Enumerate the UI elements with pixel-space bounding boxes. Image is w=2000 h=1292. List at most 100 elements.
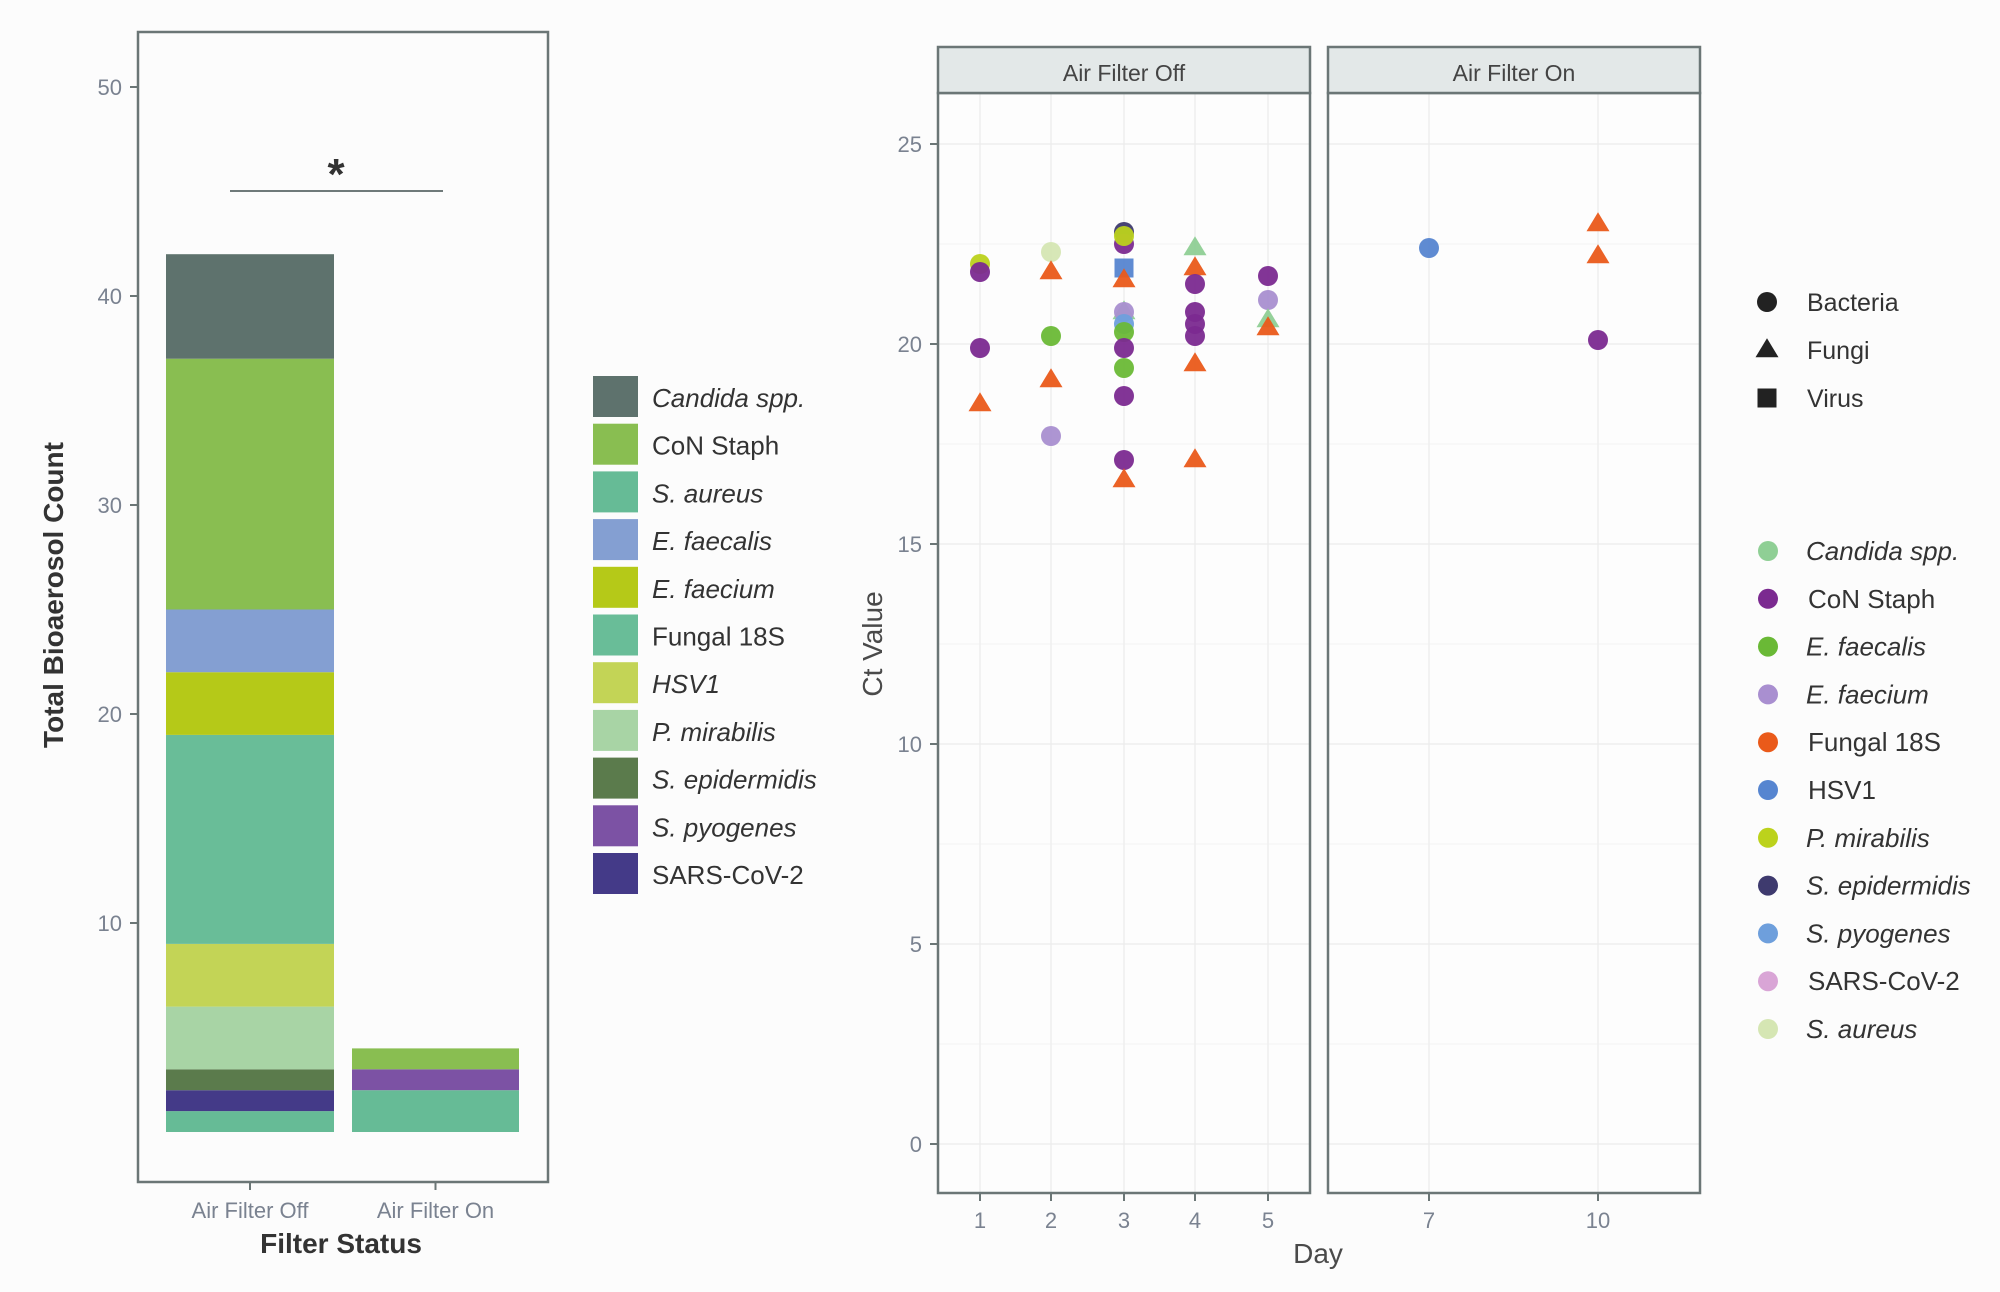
shape-legend-label: Bacteria — [1807, 289, 1899, 317]
bar-legend-label: CoN Staph — [652, 431, 779, 461]
data-point — [1114, 386, 1134, 406]
data-point — [968, 392, 992, 412]
data-point — [1041, 426, 1061, 446]
data-point — [1041, 326, 1061, 346]
bar-segment — [352, 1069, 519, 1091]
data-point — [970, 262, 990, 282]
bar-segment — [166, 1069, 334, 1091]
bar-segment — [166, 672, 334, 735]
bar-x-axis-title: Filter Status — [260, 1228, 422, 1259]
scatter-y-tick-label: 5 — [910, 932, 922, 957]
bar-y-tick-label: 30 — [98, 493, 122, 518]
scatter-points — [968, 212, 1610, 488]
color-legend-label: SARS-CoV-2 — [1808, 966, 1960, 996]
facet-background — [1328, 93, 1700, 1193]
scatter-x-tick-label: 3 — [1118, 1208, 1130, 1233]
bar-segment — [166, 943, 334, 1007]
bar-y-tick-label: 10 — [98, 911, 122, 936]
bar-segment — [352, 1090, 519, 1132]
bar-segment — [166, 254, 334, 359]
scatter-y-tick-label: 10 — [898, 732, 922, 757]
bar-legend-swatch — [593, 566, 638, 608]
shape-legend-label: Fungi — [1807, 337, 1870, 365]
scatter-x-tick-label: 2 — [1045, 1208, 1057, 1233]
data-point — [1039, 260, 1063, 280]
shape-legend: Bacteria Fungi Virus — [1755, 289, 1899, 413]
scatter-y-tick-label: 0 — [910, 1132, 922, 1157]
bar-segment — [166, 358, 334, 610]
color-legend-label: HSV1 — [1808, 775, 1876, 805]
scatter-x-axis-title: Day — [1293, 1238, 1343, 1269]
color-legend-key — [1758, 541, 1778, 561]
scatter-y-axis-title: Ct Value — [857, 591, 888, 696]
data-point — [1183, 352, 1207, 372]
data-point — [1112, 468, 1136, 488]
data-point — [1258, 266, 1278, 286]
color-legend-key — [1758, 684, 1778, 705]
scatter-x-tick-label: 1 — [974, 1208, 986, 1233]
bar-legend-label: S. aureus — [652, 478, 763, 508]
facet-panel: 1 2 3 4 5 Air Filter Off — [936, 45, 1312, 1233]
scatter-y-axis: 0 5 10 15 20 25 — [898, 132, 938, 1157]
bar-x-tick-label: Air Filter On — [377, 1198, 494, 1223]
data-point — [1114, 450, 1134, 470]
scatter-y-tick-label: 15 — [898, 532, 922, 557]
data-point — [1185, 274, 1205, 294]
bar-legend-label: S. pyogenes — [652, 812, 797, 842]
shape-legend-key — [1757, 388, 1777, 408]
bar-legend-swatch — [593, 662, 638, 704]
data-point — [1185, 326, 1205, 346]
bar-legend-swatch — [593, 709, 638, 751]
color-legend-key — [1758, 780, 1778, 800]
bar-x-tick-label: Air Filter Off — [192, 1198, 310, 1223]
bar-y-tick-label: 20 — [98, 702, 122, 727]
bar-segment — [166, 609, 334, 673]
color-legend-key — [1758, 1019, 1778, 1039]
bar-legend-label: HSV1 — [652, 669, 720, 699]
data-point — [1586, 244, 1610, 264]
bar-x-axis: Air Filter Off Air Filter On — [192, 1182, 494, 1223]
significance-asterisk: * — [327, 150, 345, 199]
bar-stacks — [166, 254, 519, 1132]
bar-legend-swatch — [593, 423, 638, 465]
bar-legend-swatch — [593, 614, 638, 656]
color-legend-label: E. faecium — [1806, 679, 1929, 709]
data-point — [1586, 212, 1610, 232]
color-legend-label: S. pyogenes — [1806, 918, 1951, 948]
color-legend-key — [1758, 827, 1778, 848]
color-legend-label: Candida spp. — [1806, 536, 1959, 566]
facets: 1 2 3 4 5 Air Filter Off 7 10 Air Filter On — [936, 45, 1702, 1233]
bar-legend-swatch — [593, 853, 638, 894]
bar-legend-label: P. mirabilis — [652, 717, 776, 747]
color-legend-key — [1758, 636, 1778, 657]
scatter-x-tick-label: 7 — [1423, 1208, 1435, 1233]
bar-segment — [166, 1006, 334, 1070]
bar-legend-swatch — [593, 519, 638, 561]
data-point — [1183, 256, 1207, 276]
facet-strip-label: Air Filter Off — [1063, 60, 1186, 86]
facet-strip-label: Air Filter On — [1453, 60, 1576, 86]
shape-legend-key — [1757, 292, 1777, 312]
shape-legend-key — [1755, 338, 1779, 358]
bar-segment — [166, 1090, 334, 1112]
shape-legend-label: Virus — [1807, 385, 1864, 413]
data-point — [1041, 242, 1061, 262]
data-point — [1114, 338, 1134, 358]
bar-plot-frame — [136, 30, 550, 1184]
facet-panel: 7 10 Air Filter On — [1326, 45, 1702, 1233]
color-legend-key — [1758, 875, 1778, 896]
bar-segment — [352, 1048, 519, 1070]
scatter-x-tick-label: 4 — [1189, 1208, 1201, 1233]
data-point — [970, 338, 990, 358]
bar-legend-label: Candida spp. — [652, 383, 805, 413]
color-legend-key — [1758, 971, 1778, 992]
bar-y-tick-label: 40 — [98, 284, 122, 309]
bar-segment — [166, 1111, 334, 1132]
bar-legend-swatch — [593, 805, 638, 847]
facet-strip — [936, 45, 1312, 95]
scatter-x-tick-label: 5 — [1262, 1208, 1274, 1233]
bar-legend-swatch — [593, 471, 638, 513]
scatter-x-tick-label: 10 — [1586, 1208, 1610, 1233]
data-point — [1588, 330, 1608, 350]
